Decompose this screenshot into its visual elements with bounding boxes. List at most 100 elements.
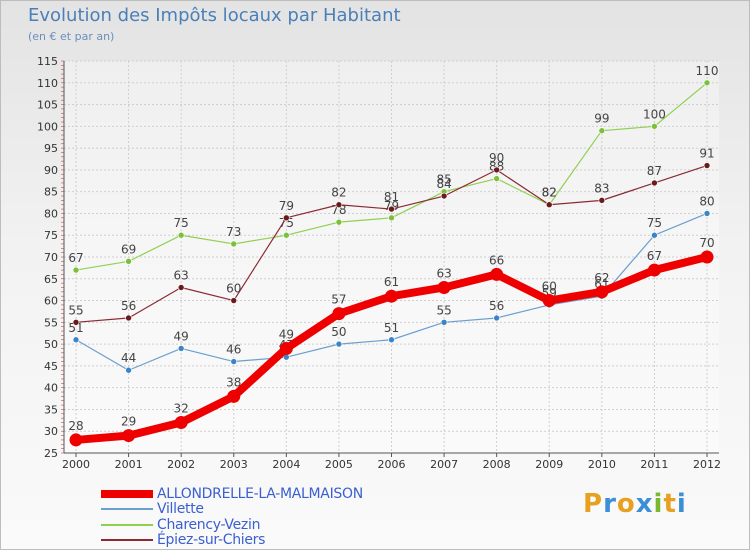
data-point — [651, 179, 658, 187]
data-point — [72, 336, 80, 344]
data-label: 46 — [226, 343, 241, 357]
data-point — [125, 366, 132, 374]
data-point — [388, 336, 395, 344]
data-label: 110 — [696, 64, 719, 78]
data-point — [125, 314, 132, 322]
data-label: 75 — [279, 216, 294, 230]
data-point — [174, 416, 188, 430]
y-tick-label: 85 — [44, 186, 58, 199]
data-point — [335, 201, 343, 209]
data-label: 67 — [68, 251, 83, 265]
data-point — [388, 214, 395, 222]
legend-swatch — [101, 489, 153, 498]
data-point — [388, 205, 395, 213]
x-tick-label: 2002 — [167, 458, 195, 471]
y-tick-label: 90 — [44, 164, 58, 177]
data-label: 63 — [174, 268, 189, 282]
data-point — [490, 267, 504, 281]
data-label: 55 — [436, 303, 451, 317]
data-label: 61 — [384, 275, 399, 289]
data-point — [230, 297, 238, 304]
data-point — [651, 231, 658, 239]
data-point — [69, 433, 83, 447]
chart-title: Evolution des Impôts locaux par Habitant — [28, 5, 401, 26]
data-label: 75 — [174, 216, 189, 230]
data-label: 67 — [647, 249, 662, 263]
data-point — [283, 231, 290, 239]
legend-swatch — [101, 539, 153, 542]
legend-label: Villette — [157, 501, 204, 518]
data-point — [335, 218, 343, 226]
data-point — [385, 289, 398, 303]
y-tick-label: 80 — [44, 207, 58, 220]
data-point — [177, 231, 185, 239]
y-tick-label: 110 — [37, 77, 58, 90]
data-label: 90 — [489, 151, 504, 165]
y-tick-label: 50 — [44, 338, 58, 351]
data-point — [493, 314, 500, 322]
data-point — [230, 240, 238, 248]
data-label: 70 — [699, 236, 714, 250]
y-tick-label: 40 — [44, 382, 58, 395]
data-label: 87 — [647, 164, 662, 178]
data-label: 85 — [436, 173, 451, 187]
x-tick-label: 2012 — [693, 458, 721, 471]
data-label: 82 — [542, 186, 557, 200]
data-label: 56 — [121, 299, 136, 313]
data-label: 66 — [489, 253, 504, 267]
line-chart: 25 30 35 40 45 50 55 60 65 70 75 80 85 90 95 100 105 110 1… — [37, 55, 721, 471]
data-point — [700, 250, 714, 264]
logo-letter: i — [653, 489, 664, 519]
x-tick-label: 2007 — [430, 458, 458, 471]
proxiti-logo: Proxiti — [583, 489, 687, 519]
data-label: 82 — [542, 186, 557, 200]
data-point — [122, 429, 136, 443]
data-label: 81 — [384, 190, 399, 204]
logo-letter: r — [603, 489, 617, 519]
data-label: 78 — [331, 203, 346, 217]
legend-item: Épiez-sur-Chiers — [101, 533, 363, 549]
y-tick-label: 105 — [37, 99, 58, 112]
y-tick-label: 65 — [44, 273, 58, 286]
data-label: 73 — [226, 225, 241, 239]
data-label: 80 — [699, 194, 714, 208]
y-tick-label: 95 — [44, 142, 58, 155]
y-tick-label: 70 — [44, 251, 58, 264]
x-tick-label: 2005 — [325, 458, 353, 471]
data-label: 60 — [542, 280, 557, 294]
data-point — [651, 123, 658, 130]
data-label: 32 — [174, 402, 189, 416]
data-label: 50 — [331, 325, 346, 339]
legend-item: Villette — [101, 502, 363, 518]
data-point — [598, 197, 606, 204]
data-label: 69 — [121, 242, 136, 256]
legend: ALLONDRELLE-LA-MALMAISON Villette Charency… — [101, 486, 363, 548]
x-tick-label: 2001 — [115, 458, 143, 471]
data-point — [440, 319, 448, 326]
y-tick-label: 25 — [44, 447, 58, 460]
data-label: 56 — [489, 299, 504, 313]
y-tick-label: 30 — [44, 425, 58, 438]
data-point — [437, 280, 451, 294]
data-label: 100 — [643, 107, 666, 121]
data-label: 57 — [331, 293, 346, 307]
data-label: 55 — [68, 303, 83, 317]
logo-letter: t — [663, 489, 677, 519]
legend-label: ALLONDRELLE-LA-MALMAISON — [157, 485, 363, 502]
legend-item: ALLONDRELLE-LA-MALMAISON — [101, 486, 363, 502]
x-tick-label: 2000 — [62, 458, 90, 471]
data-point — [703, 210, 711, 217]
data-point — [227, 389, 241, 403]
data-point — [283, 214, 290, 222]
data-label: 44 — [121, 351, 136, 365]
data-label: 29 — [121, 415, 136, 429]
x-tick-label: 2009 — [535, 458, 563, 471]
data-point — [542, 294, 556, 308]
data-point — [598, 127, 606, 134]
data-point — [647, 263, 661, 277]
data-point — [177, 345, 185, 352]
legend-swatch — [101, 508, 153, 511]
data-point — [177, 284, 185, 291]
data-label: 62 — [594, 271, 609, 285]
data-label: 28 — [68, 419, 83, 433]
